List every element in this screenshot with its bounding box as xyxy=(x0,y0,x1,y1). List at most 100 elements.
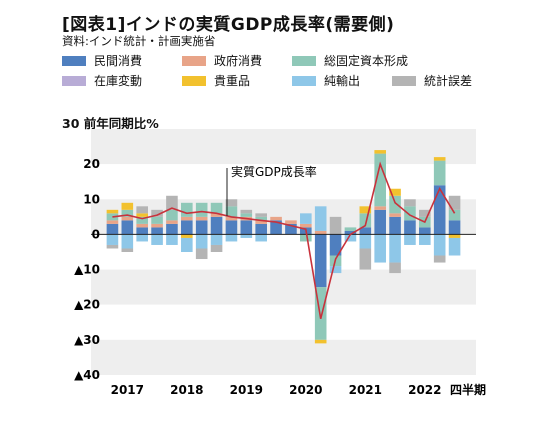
plot-band xyxy=(91,129,476,165)
bar-segment-2019Q4-s0 xyxy=(285,223,297,235)
legend-swatch xyxy=(182,75,206,86)
bar-segment-2017Q2-s2 xyxy=(136,216,148,224)
bar-segment-2021Q3-s4 xyxy=(389,188,401,196)
bar-segment-2017Q3-s1 xyxy=(151,223,163,228)
bar-segment-2017Q2-s0 xyxy=(136,227,148,235)
bar-segment-2018Q3-s6 xyxy=(210,244,223,252)
legend-swatch xyxy=(392,75,416,86)
x-tick-label-2017: 2017 xyxy=(111,383,144,397)
bar-segment-2017Q1-s0 xyxy=(121,220,134,235)
bar-segment-2019Q2-s6 xyxy=(255,213,267,217)
bar-segment-2017Q3-s5 xyxy=(151,234,163,245)
bar-segment-2021Q4-s2 xyxy=(404,206,416,221)
y-tick-label: ▲40 xyxy=(74,368,100,382)
legend-item-government-consumption: 政府消費 xyxy=(182,52,262,69)
bar-segment-2017Q1-s1 xyxy=(121,216,134,221)
bar-segment-2017Q2-s5 xyxy=(136,234,148,242)
bar-segment-2021Q2-s4 xyxy=(374,150,386,154)
bar-segment-2018Q3-s2 xyxy=(210,202,223,214)
bar-segment-2021Q1-s0 xyxy=(359,227,372,235)
legend-item-net-exports: 純輸出 xyxy=(292,72,360,89)
x-tick-label-2018: 2018 xyxy=(170,383,203,397)
bar-segment-2022Q2-s0 xyxy=(433,185,446,235)
bar-segment-2018Q1-s0 xyxy=(181,220,193,235)
bar-segment-2022Q3-s5 xyxy=(448,237,461,256)
bar-segment-2020Q2-s4 xyxy=(314,339,327,344)
bar-segment-2016Q4-s1 xyxy=(106,220,119,224)
bar-segment-2019Q4-s1 xyxy=(285,220,297,224)
y-tick-label: ▲30 xyxy=(74,333,100,347)
bar-segment-2021Q3-s0 xyxy=(389,216,401,235)
legend-item-inventory-change: 在庫変動 xyxy=(62,72,142,89)
bar-segment-2021Q4-s5 xyxy=(404,234,416,245)
bar-segment-2022Q3-s2 xyxy=(448,209,461,221)
bar-segment-2018Q1-s1 xyxy=(181,216,193,221)
bar-segment-2017Q4-s6 xyxy=(166,195,178,210)
bar-segment-2018Q3-s5 xyxy=(210,234,223,245)
bar-segment-2018Q2-s0 xyxy=(195,220,208,235)
bar-segment-2020Q4-s0 xyxy=(344,230,357,235)
bar-segment-2020Q3-s6 xyxy=(329,216,342,235)
bar-segment-2018Q1-s4 xyxy=(181,234,193,238)
legend-swatch xyxy=(182,55,206,66)
bar-segment-2019Q3-s1 xyxy=(270,216,282,221)
bar-segment-2021Q1-s4 xyxy=(359,206,372,214)
bar-segment-2020Q2-s5 xyxy=(314,206,327,231)
y-tick-labels: 20 10 0 ▲10 ▲20 ▲30 ▲40 xyxy=(74,157,100,382)
bar-segment-2020Q1-s5 xyxy=(300,213,312,224)
y-axis-unit-label: 30 前年同期比% xyxy=(62,116,159,131)
bar-segment-2021Q1-s5 xyxy=(359,234,372,249)
plot-band xyxy=(91,304,476,340)
bar-segment-2018Q1-s2 xyxy=(181,202,193,217)
legend-swatch xyxy=(292,75,316,86)
bar-segment-2019Q2-s5 xyxy=(255,234,267,242)
bar-segment-2018Q2-s1 xyxy=(195,216,208,221)
bar-segment-2021Q1-s2 xyxy=(359,213,372,228)
bar-segment-2019Q2-s1 xyxy=(255,220,267,224)
bar-segment-2020Q4-s5 xyxy=(344,234,357,242)
legend-label: 民間消費 xyxy=(94,54,143,68)
bar-segment-2022Q3-s4 xyxy=(448,234,461,238)
bar-segment-2016Q4-s6 xyxy=(106,244,119,249)
bar-segment-2018Q3-s1 xyxy=(210,213,223,217)
bar-segment-2017Q4-s1 xyxy=(166,220,178,224)
bar-segment-2021Q3-s1 xyxy=(389,213,401,217)
bar-segment-2019Q1-s0 xyxy=(240,220,253,235)
plot-band xyxy=(91,164,476,200)
bar-segment-2019Q2-s2 xyxy=(255,216,267,221)
bar-segment-2018Q2-s5 xyxy=(195,234,208,249)
bar-segment-2017Q3-s6 xyxy=(151,209,163,217)
legend-label: 貴重品 xyxy=(214,74,251,88)
bar-segment-2018Q4-s0 xyxy=(225,220,238,235)
x-tick-label-2019: 2019 xyxy=(230,383,263,397)
bar-segment-2021Q1-s6 xyxy=(359,248,372,270)
bar-segment-2021Q3-s6 xyxy=(389,262,401,274)
legend-label: 在庫変動 xyxy=(94,74,143,88)
bar-segment-2022Q2-s2 xyxy=(433,160,446,186)
bar-segment-2022Q2-s6 xyxy=(433,255,446,263)
bar-segment-2021Q4-s6 xyxy=(404,199,416,207)
bar-segment-2016Q4-s5 xyxy=(106,234,119,245)
gdp-growth-line xyxy=(112,161,456,319)
bar-segment-2017Q4-s0 xyxy=(166,223,178,235)
x-tick-label-2021: 2021 xyxy=(349,383,382,397)
bar-segment-2020Q4-s2 xyxy=(344,227,357,231)
plot-band xyxy=(91,234,476,270)
bar-segment-2022Q1-s5 xyxy=(419,234,431,245)
x-tick-label-2020: 2020 xyxy=(289,383,322,397)
x-axis-suffix-label: 四半期 xyxy=(450,382,486,397)
bar-segment-2022Q1-s0 xyxy=(419,227,431,235)
y-tick-label: ▲10 xyxy=(74,263,100,277)
bar-segment-2021Q2-s0 xyxy=(374,209,386,235)
legend-label: 純輸出 xyxy=(324,74,361,88)
bar-segment-2017Q1-s5 xyxy=(121,234,134,249)
bar-segment-2018Q2-s2 xyxy=(195,202,208,217)
bar-segment-2019Q1-s2 xyxy=(240,213,253,217)
gdp-line-annotation: 実質GDP成長率 xyxy=(231,164,317,179)
plot-band xyxy=(91,269,476,305)
legend-item-gross-fixed-capital: 総固定資本形成 xyxy=(292,52,408,69)
bar-segment-2018Q4-s6 xyxy=(225,199,238,207)
bar-segment-2020Q2-s1 xyxy=(314,230,327,235)
bar-segment-2018Q4-s5 xyxy=(225,234,238,242)
